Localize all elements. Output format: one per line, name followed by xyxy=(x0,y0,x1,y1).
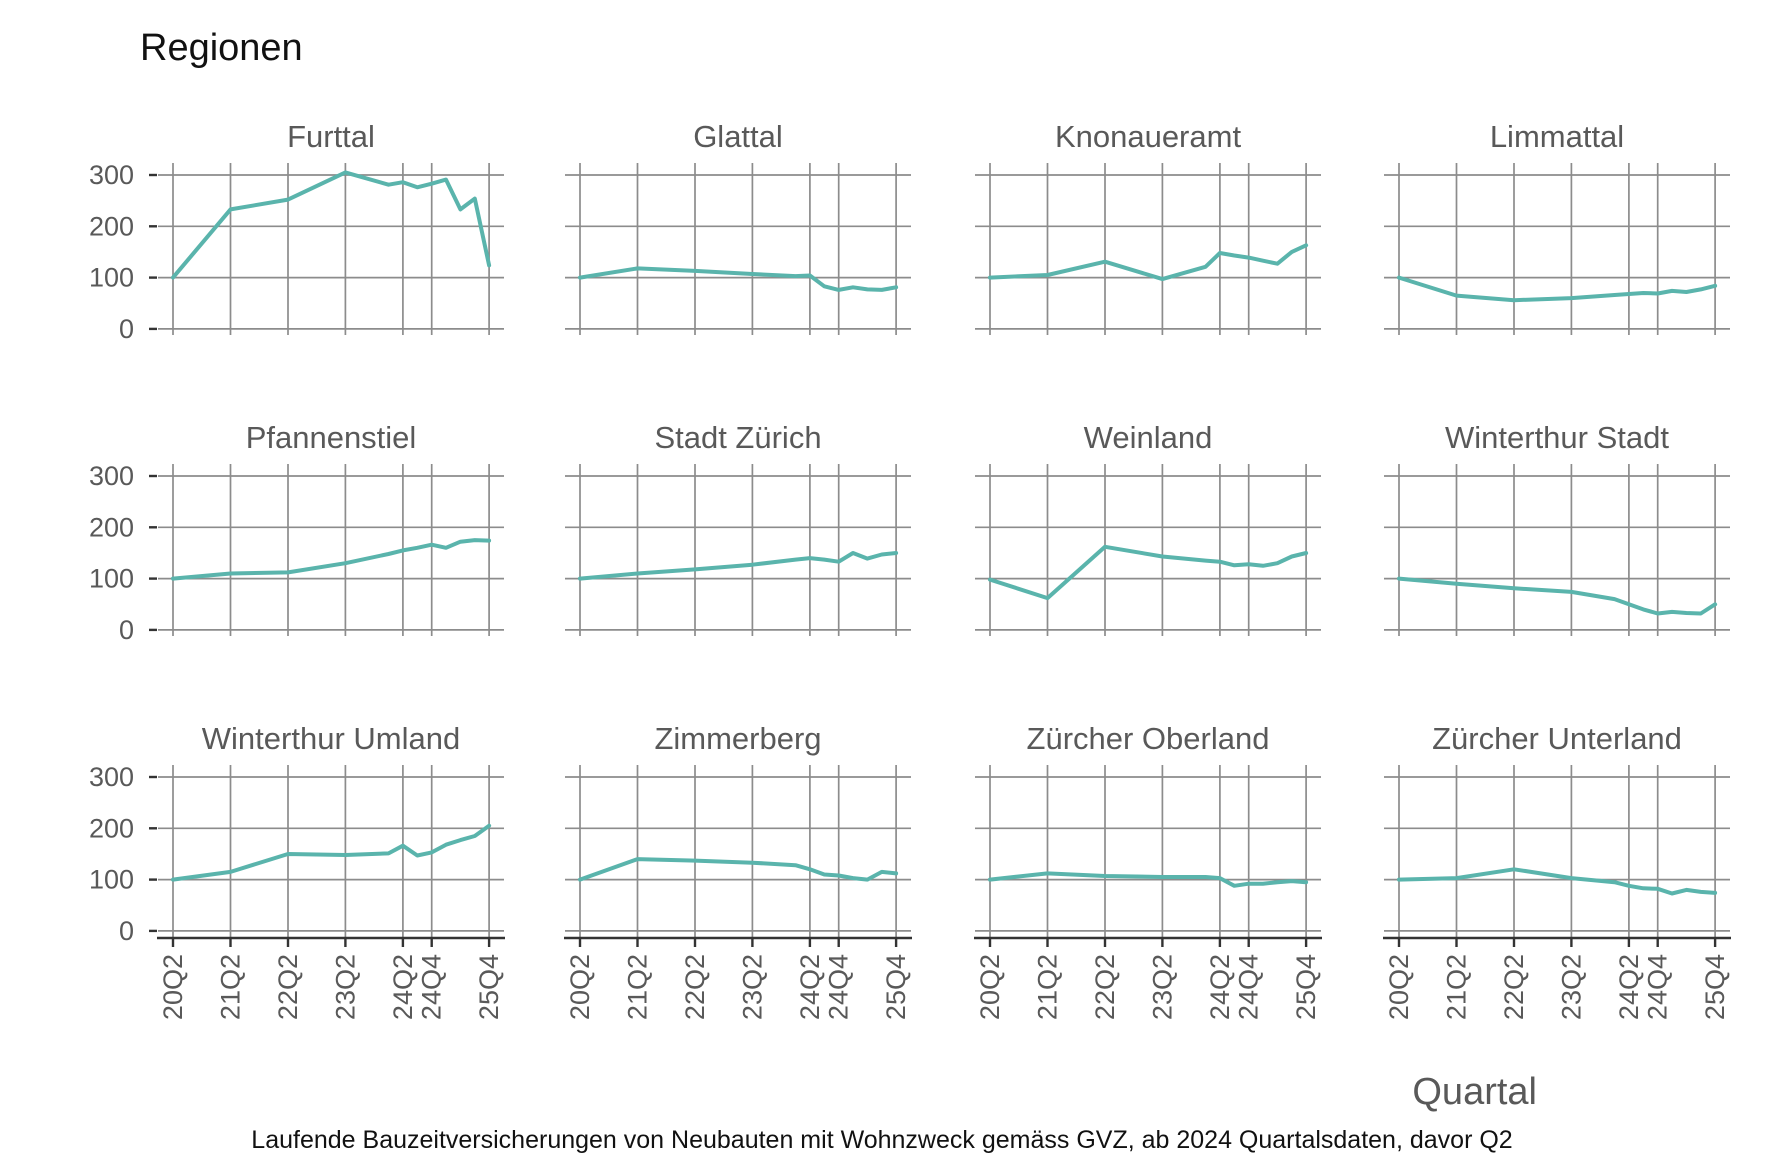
x-tick-label: 20Q2 xyxy=(975,954,1005,1020)
x-tick-label: 24Q4 xyxy=(417,954,447,1020)
x-tick-label: 24Q2 xyxy=(1614,954,1644,1020)
facet-title: Glattal xyxy=(693,119,783,154)
x-tick-label: 21Q2 xyxy=(1442,954,1472,1020)
y-tick-label: 300 xyxy=(89,762,134,792)
x-tick-label: 22Q2 xyxy=(273,954,303,1020)
series-line xyxy=(1397,275,1718,303)
x-tick-label: 23Q2 xyxy=(737,954,767,1020)
y-tick-label: 0 xyxy=(119,916,134,946)
x-tick-label: 24Q4 xyxy=(1643,954,1673,1020)
x-tick-label: 20Q2 xyxy=(1384,954,1414,1020)
facet-panel: Glattal xyxy=(565,119,911,335)
x-tick-label: 22Q2 xyxy=(1499,954,1529,1020)
y-tick-label: 200 xyxy=(89,211,134,241)
facet-panel: Furttal 300 200 100 0 xyxy=(89,119,504,344)
y-tick-label: 100 xyxy=(89,865,134,895)
x-axis-title: Quartal xyxy=(1412,1071,1537,1113)
series-line xyxy=(578,266,899,292)
x-tick-label: 25Q4 xyxy=(474,954,504,1020)
y-tick-label: 200 xyxy=(89,813,134,843)
facet-title: Winterthur Stadt xyxy=(1445,420,1669,455)
x-tick-label: 25Q4 xyxy=(1700,954,1730,1020)
facet-panel: Winterthur Umland 300 200 100 0 20Q2 21Q2 22Q2 2… xyxy=(89,721,505,1020)
x-tick-label: 24Q4 xyxy=(824,954,854,1020)
y-tick-label: 200 xyxy=(89,512,134,542)
facet-panel: Winterthur Stadt xyxy=(1384,420,1730,636)
y-tick-label: 100 xyxy=(89,564,134,594)
series-line xyxy=(171,170,492,280)
y-tick-label: 300 xyxy=(89,461,134,491)
series-line xyxy=(578,857,899,882)
facet-title: Zürcher Oberland xyxy=(1027,721,1270,756)
facet-title: Pfannenstiel xyxy=(246,420,417,455)
facet-panel: Stadt Zürich xyxy=(565,420,911,636)
caption: Laufende Bauzeitversicherungen von Neuba… xyxy=(251,1126,1512,1154)
x-tick-label: 24Q2 xyxy=(795,954,825,1020)
x-tick-label: 24Q4 xyxy=(1234,954,1264,1020)
x-tick-label: 25Q4 xyxy=(881,954,911,1020)
x-tick-label: 21Q2 xyxy=(1033,954,1063,1020)
y-tick-label: 0 xyxy=(119,314,134,344)
facet-title: Weinland xyxy=(1084,420,1213,455)
x-tick-label: 25Q4 xyxy=(1291,954,1321,1020)
chart-title: Regionen xyxy=(140,27,303,69)
x-tick-label: 23Q2 xyxy=(330,954,360,1020)
facet-title: Furttal xyxy=(287,119,375,154)
x-tick-label: 20Q2 xyxy=(565,954,595,1020)
y-tick-label: 300 xyxy=(89,160,134,190)
series-line xyxy=(988,243,1309,282)
y-tick-label: 0 xyxy=(119,615,134,645)
facet-panel: Zürcher Unterland 20Q2 21Q2 22Q2 23Q2 24Q224Q… xyxy=(1383,721,1731,1020)
series-line xyxy=(171,823,492,882)
x-tick-label: 22Q2 xyxy=(680,954,710,1020)
y-tick-label: 100 xyxy=(89,263,134,293)
x-tick-label: 21Q2 xyxy=(623,954,653,1020)
x-tick-label: 24Q2 xyxy=(388,954,418,1020)
facet-title: Knonaueramt xyxy=(1055,119,1242,154)
facet-title: Winterthur Umland xyxy=(202,721,460,756)
facet-panel: Knonaueramt xyxy=(975,119,1321,335)
series-line xyxy=(988,544,1309,601)
facet-title: Zimmerberg xyxy=(654,721,821,756)
facet-title: Limmattal xyxy=(1490,119,1624,154)
facet-panel: Zürcher Oberland 20Q2 21Q2 22Q2 23Q2 24Q224Q4… xyxy=(974,721,1322,1020)
facet-panel: Limmattal xyxy=(1384,119,1730,335)
x-tick-label: 22Q2 xyxy=(1090,954,1120,1020)
series-line xyxy=(1397,867,1718,896)
facet-panel: Pfannenstiel 300 200 100 0 xyxy=(89,420,504,645)
series-line xyxy=(578,551,899,581)
x-tick-label: 20Q2 xyxy=(158,954,188,1020)
panels-group: Furttal 300 200 100 0 Glattal Knonaueramt Limma… xyxy=(89,119,1731,1020)
series-line xyxy=(988,871,1309,888)
facet-title: Zürcher Unterland xyxy=(1432,721,1682,756)
x-tick-label: 23Q2 xyxy=(1556,954,1586,1020)
x-tick-label: 24Q2 xyxy=(1205,954,1235,1020)
series-line xyxy=(1397,576,1718,616)
x-tick-label: 23Q2 xyxy=(1147,954,1177,1020)
series-line xyxy=(171,538,492,581)
facet-panel: Weinland xyxy=(975,420,1321,636)
x-tick-label: 21Q2 xyxy=(216,954,246,1020)
facet-title: Stadt Zürich xyxy=(654,420,821,455)
